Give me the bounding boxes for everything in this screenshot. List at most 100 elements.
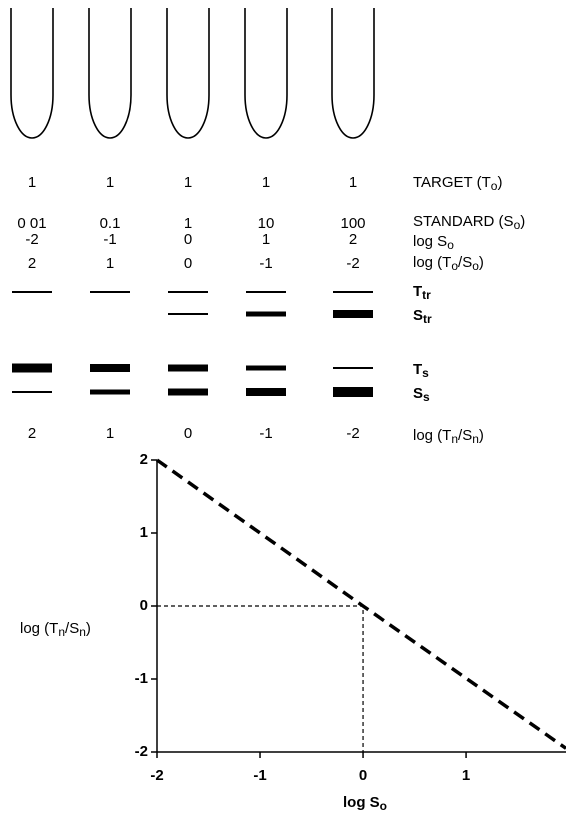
label-part: n — [79, 625, 86, 639]
tube — [89, 8, 131, 138]
label-part: T — [413, 361, 422, 378]
label-part: s — [423, 390, 430, 404]
band — [246, 366, 286, 371]
band — [333, 387, 373, 397]
tube — [245, 8, 287, 138]
y-tick-label: 0 — [140, 597, 148, 614]
label-part: ) — [520, 213, 525, 230]
label-part: STANDARD (S — [413, 213, 514, 230]
band — [168, 389, 208, 396]
row-label: Str — [413, 307, 432, 326]
band — [90, 390, 130, 395]
row-value: 1 — [106, 425, 114, 442]
label-part: log S — [343, 794, 380, 811]
label-part: o — [380, 799, 387, 813]
row-value: -1 — [103, 231, 116, 248]
band — [333, 291, 373, 293]
row-value: 0.1 — [100, 215, 121, 232]
label-part: T — [413, 283, 422, 300]
label-part: o — [447, 238, 454, 252]
row-value: 1 — [184, 174, 192, 191]
label-part: /S — [458, 427, 472, 444]
row-label: TARGET (To) — [413, 174, 502, 193]
row-value: -2 — [346, 425, 359, 442]
row-label: log (To/So) — [413, 254, 484, 273]
label-part: tr — [423, 312, 432, 326]
row-value: 1 — [184, 215, 192, 232]
y-tick-label: -1 — [135, 670, 148, 687]
label-part: ) — [479, 427, 484, 444]
row-value: 1 — [262, 231, 270, 248]
band — [246, 291, 286, 293]
band — [12, 291, 52, 293]
row-value: 100 — [340, 215, 365, 232]
row-label: STANDARD (So) — [413, 213, 525, 232]
label-part: n — [472, 432, 479, 446]
label-part: S — [413, 307, 423, 324]
label-part: log (T — [20, 620, 58, 637]
x-tick-label: 0 — [359, 767, 367, 784]
band — [168, 365, 208, 372]
row-value: 1 — [262, 174, 270, 191]
row-value: -2 — [25, 231, 38, 248]
band — [12, 391, 52, 393]
band — [90, 291, 130, 293]
row-value: 0 — [184, 255, 192, 272]
band — [246, 388, 286, 396]
y-tick-label: 1 — [140, 524, 148, 541]
band — [90, 364, 130, 372]
band — [12, 364, 52, 373]
label-part: log (T — [413, 254, 451, 271]
label-part: S — [413, 385, 423, 402]
row-value: -1 — [259, 255, 272, 272]
band — [246, 312, 286, 317]
row-value: 1 — [106, 174, 114, 191]
label-part: /S — [65, 620, 79, 637]
row-value: 1 — [349, 174, 357, 191]
label-part: n — [451, 432, 458, 446]
y-axis-label: log (Tn/Sn) — [20, 620, 91, 639]
row-value: -1 — [259, 425, 272, 442]
y-tick-label: -2 — [135, 743, 148, 760]
x-tick-label: -1 — [253, 767, 266, 784]
label-part: /S — [458, 254, 472, 271]
label-part: s — [422, 366, 429, 380]
label-part: TARGET (T — [413, 174, 491, 191]
row-value: 2 — [28, 425, 36, 442]
label-part: log S — [413, 233, 447, 250]
row-value: 1 — [106, 255, 114, 272]
figure: TARGET (To)11111STANDARD (So)0 010.11101… — [0, 0, 566, 819]
row-value: 2 — [349, 231, 357, 248]
band — [333, 367, 373, 369]
label-part: ) — [86, 620, 91, 637]
data-line — [157, 460, 566, 748]
band — [333, 310, 373, 318]
band — [168, 291, 208, 293]
row-label: log So — [413, 233, 454, 252]
row-value: 1 — [28, 174, 36, 191]
label-part: tr — [422, 288, 431, 302]
tube — [332, 8, 374, 138]
row-value: 10 — [258, 215, 275, 232]
row-label: Ts — [413, 361, 429, 380]
tube — [11, 8, 53, 138]
row-label: Ss — [413, 385, 430, 404]
row-value: 0 01 — [17, 215, 46, 232]
row-value: 0 — [184, 425, 192, 442]
row-value: -2 — [346, 255, 359, 272]
row-label: log (Tn/Sn) — [413, 427, 484, 446]
tube — [167, 8, 209, 138]
row-label: Ttr — [413, 283, 431, 302]
x-tick-label: -2 — [150, 767, 163, 784]
y-tick-label: 2 — [140, 451, 148, 468]
label-part: log (T — [413, 427, 451, 444]
x-axis-label: log So — [343, 794, 387, 813]
label-part: n — [58, 625, 65, 639]
row-value: 2 — [28, 255, 36, 272]
x-tick-label: 1 — [462, 767, 470, 784]
row-value: 0 — [184, 231, 192, 248]
label-part: ) — [479, 254, 484, 271]
label-part: ) — [497, 174, 502, 191]
band — [168, 313, 208, 315]
reference-lines — [157, 606, 363, 752]
